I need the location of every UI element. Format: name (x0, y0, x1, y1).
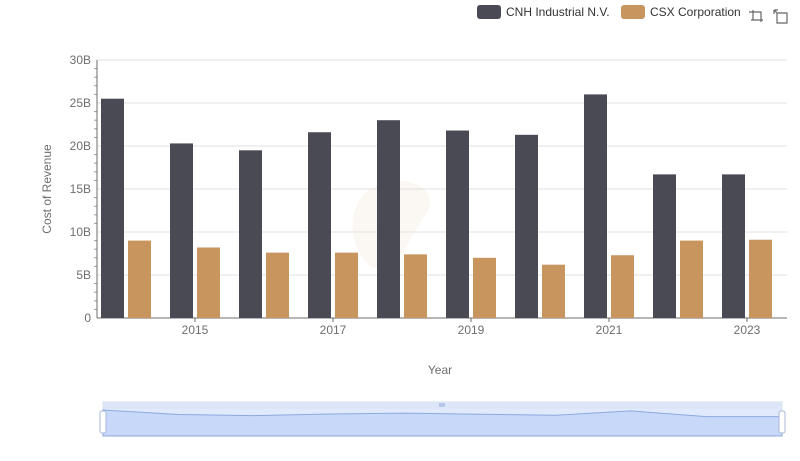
x-tick-label: 2023 (734, 323, 761, 337)
bar-cnh-2016[interactable] (239, 150, 262, 318)
y-tick-label: 25B (70, 96, 91, 110)
bar-csx-2018[interactable] (404, 254, 427, 318)
bar-cnh-2022[interactable] (653, 174, 676, 318)
legend-item-cnh[interactable]: CNH Industrial N.V. (477, 5, 610, 19)
legend-item-csx[interactable]: CSX Corporation (621, 5, 741, 19)
bar-cnh-2014[interactable] (101, 98, 124, 318)
bars (101, 94, 772, 319)
bar-cnh-2020[interactable] (515, 134, 538, 318)
y-tick-label: 15B (70, 182, 91, 196)
legend-swatch (477, 5, 501, 19)
zoom-reset-icon[interactable] (773, 8, 789, 24)
bar-csx-2014[interactable] (128, 240, 151, 318)
bar-csx-2015[interactable] (197, 247, 220, 318)
bar-cnh-2019[interactable] (446, 130, 469, 318)
bar-csx-2022[interactable] (680, 240, 703, 318)
legend-swatch (621, 5, 645, 19)
bar-cnh-2021[interactable] (584, 94, 607, 319)
x-tick-label: 2019 (458, 323, 485, 337)
y-tick-label: 30B (70, 53, 91, 67)
bar-csx-2017[interactable] (335, 252, 358, 318)
x-tick-label: 2017 (320, 323, 347, 337)
bar-csx-2020[interactable] (542, 264, 565, 318)
x-axis-title: Year (428, 363, 452, 377)
axes: 0 5B 10B 15B 20B 25B 30B 2015 2017 2019 2021 2023 (70, 53, 787, 337)
y-tick-label: 5B (76, 268, 91, 282)
bar-csx-2019[interactable] (473, 257, 496, 318)
y-axis-title: Cost of Revenue (40, 144, 54, 234)
x-tick-label: 2021 (596, 323, 623, 337)
legend-label: CSX Corporation (650, 5, 741, 19)
y-tick-label: 10B (70, 225, 91, 239)
bar-csx-2023[interactable] (749, 239, 772, 318)
data-zoom-slider[interactable] (99, 401, 786, 437)
bar-cnh-2023[interactable] (722, 174, 745, 318)
bar-cnh-2018[interactable] (377, 120, 400, 318)
y-tick-label: 0 (84, 311, 91, 325)
bar-csx-2016[interactable] (266, 252, 289, 318)
x-tick-label: 2015 (182, 323, 209, 337)
zoom-select-icon[interactable] (748, 8, 764, 24)
legend-label: CNH Industrial N.V. (506, 5, 610, 19)
data-zoom-drag-grip[interactable] (439, 403, 445, 407)
data-zoom-right-handle[interactable] (778, 410, 786, 434)
legend: CNH Industrial N.V. CSX Corporation (477, 5, 741, 19)
y-tick-label: 20B (70, 139, 91, 153)
data-zoom-left-handle[interactable] (99, 410, 107, 434)
bar-cnh-2015[interactable] (170, 143, 193, 318)
bar-cnh-2017[interactable] (308, 132, 331, 318)
bar-csx-2021[interactable] (611, 255, 634, 318)
